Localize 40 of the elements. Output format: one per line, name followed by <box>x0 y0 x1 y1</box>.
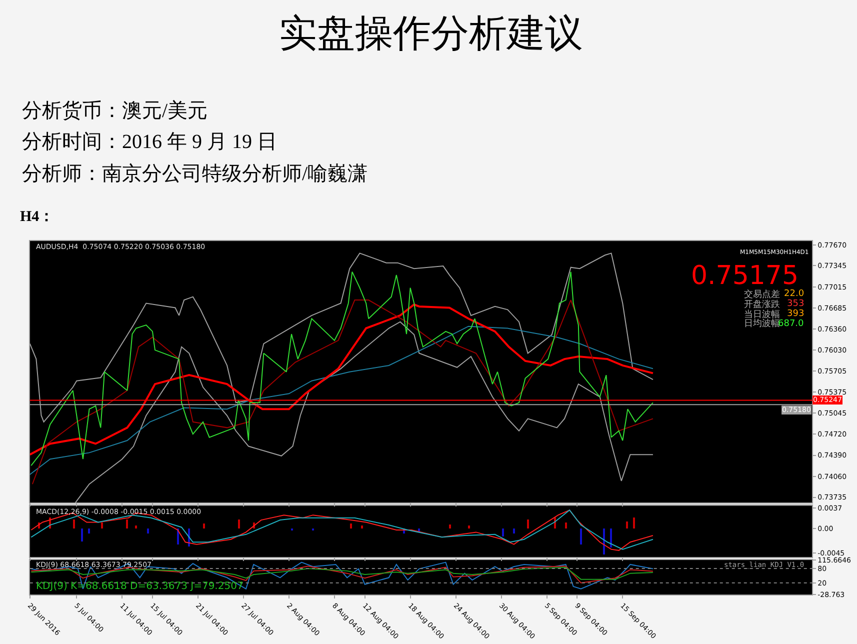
bar <box>80 528 83 542</box>
bar <box>564 522 567 529</box>
bar <box>350 524 352 529</box>
bar <box>100 522 103 529</box>
bar <box>134 526 137 529</box>
bar <box>468 526 470 529</box>
bar <box>88 528 90 534</box>
line-series <box>30 562 654 590</box>
annotation: 687.0 <box>778 319 804 329</box>
annotation: 393 <box>787 309 804 319</box>
line-series <box>30 326 654 475</box>
text: 分析时间：2016 年 9 月 19 日 <box>22 131 277 153</box>
bar <box>502 528 504 537</box>
bar <box>126 520 128 529</box>
bar <box>580 528 582 545</box>
text: H4： <box>20 209 54 225</box>
bar <box>526 520 529 529</box>
bar <box>146 528 149 534</box>
bar <box>512 528 515 534</box>
bar <box>202 524 205 529</box>
annotation: 22.0 <box>784 289 804 299</box>
chart-subtitle: 分析货币：澳元/美元 <box>22 99 208 122</box>
bar <box>632 518 635 529</box>
chart-title: 实盘操作分析建议 <box>279 13 583 55</box>
bar <box>626 522 628 529</box>
bar <box>602 528 605 555</box>
bar <box>448 524 451 529</box>
bar <box>360 526 363 529</box>
annotation: 交易点差 <box>744 289 780 300</box>
annotation: 日均波幅 <box>744 318 780 329</box>
annotation: 开盘涨跌 <box>744 299 780 310</box>
line-series <box>32 300 654 485</box>
bar <box>238 520 240 529</box>
bar <box>610 528 612 548</box>
line-series <box>30 271 654 466</box>
annotation: 353 <box>787 299 804 309</box>
annotation: 当日波幅 <box>744 309 780 320</box>
line-series <box>30 566 654 580</box>
bar <box>72 520 75 529</box>
text: 分析师：南京分公司特级分析师/喻巍潇 <box>22 163 368 185</box>
